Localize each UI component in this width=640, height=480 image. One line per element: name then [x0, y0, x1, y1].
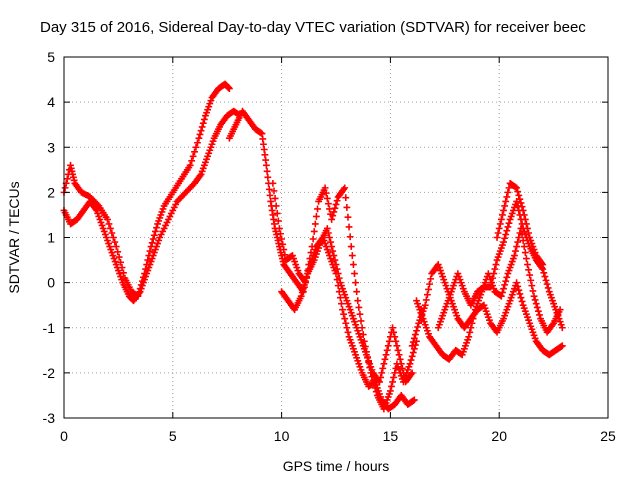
x-tick-label: 0 — [60, 428, 68, 444]
x-tick-label: 15 — [383, 428, 399, 444]
y-tick-label: 2 — [47, 184, 55, 200]
y-tick-label: 0 — [47, 275, 55, 291]
chart-title: Day 315 of 2016, Sidereal Day-to-day VTE… — [40, 19, 586, 36]
y-tick-label: 1 — [47, 230, 55, 246]
x-tick-label: 5 — [169, 428, 177, 444]
y-tick-label: -2 — [43, 365, 56, 381]
x-tick-label: 10 — [274, 428, 290, 444]
grid-lines — [64, 57, 608, 418]
series-markers — [413, 225, 564, 363]
series-markers — [493, 179, 547, 268]
series-track-e — [278, 225, 416, 386]
series-markers — [60, 107, 244, 305]
y-tick-label: -3 — [43, 410, 56, 426]
series-markers — [60, 80, 233, 300]
series-track-g — [413, 225, 564, 363]
y-tick-label: 5 — [47, 49, 55, 65]
series-track-b — [60, 107, 244, 305]
series-track-c — [225, 107, 418, 413]
y-axis-label: SDTVAR / TECUs — [6, 181, 22, 293]
x-tick-label: 20 — [491, 428, 507, 444]
series-markers — [225, 107, 418, 413]
y-tick-label: 4 — [47, 94, 55, 110]
series-markers — [278, 225, 416, 386]
series-track-i — [493, 179, 547, 268]
x-axis-label: GPS time / hours — [283, 458, 390, 474]
x-tick-label: 25 — [600, 428, 616, 444]
y-tick-label: -1 — [43, 320, 56, 336]
series-track-a — [60, 80, 233, 300]
data-series — [60, 80, 566, 413]
axis-ticks: 0 5 10 15 20 25 -3 -2 -1 0 1 2 3 4 5 — [43, 49, 616, 444]
y-tick-label: 3 — [47, 139, 55, 155]
